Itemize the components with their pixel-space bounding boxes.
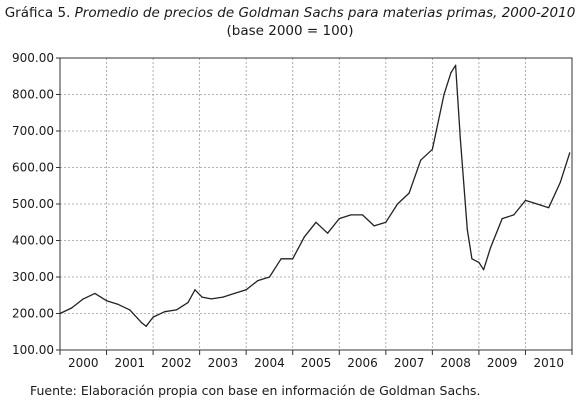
data-point [559, 181, 561, 183]
data-point [129, 309, 131, 311]
series-line [59, 64, 571, 327]
chart-title: Gráfica 5. Promedio de precios de Goldma… [0, 5, 580, 21]
data-point [82, 298, 84, 300]
data-point [471, 258, 473, 260]
data-point [350, 214, 352, 216]
data-point [280, 258, 282, 260]
data-point [443, 93, 445, 96]
data-point [94, 292, 96, 295]
y-tick-label: 200.00 [12, 307, 54, 321]
data-point [245, 289, 247, 291]
data-point [194, 289, 196, 291]
y-tick-label: 700.00 [12, 124, 54, 138]
data-point [268, 276, 271, 278]
data-point [175, 309, 177, 311]
data-point [450, 72, 452, 74]
data-point [524, 199, 527, 201]
x-tick-label: 2003 [208, 356, 239, 370]
figure-number: Gráfica 5. [4, 5, 71, 21]
data-point [59, 312, 61, 315]
x-tick-label: 2005 [301, 356, 332, 370]
data-point [385, 221, 387, 223]
y-tick-label: 100.00 [12, 343, 54, 357]
plot-frame [59, 57, 573, 351]
data-point [233, 292, 236, 295]
y-tick-label: 900.00 [12, 51, 54, 65]
data-point [338, 218, 340, 220]
data-point [145, 325, 147, 327]
x-tick-label: 2008 [440, 356, 471, 370]
data-point [201, 296, 203, 298]
data-point [459, 137, 461, 139]
data-point [303, 236, 305, 238]
data-point [396, 203, 399, 205]
y-tick-label: 600.00 [12, 161, 54, 175]
x-tick-label: 2001 [115, 356, 146, 370]
chart-subtitle: (base 2000 = 100) [226, 23, 354, 39]
data-point [455, 64, 457, 66]
data-point [536, 203, 538, 205]
data-point [482, 269, 485, 271]
data-point [431, 148, 433, 150]
data-point [210, 298, 212, 300]
x-tick-label: 2002 [161, 356, 192, 370]
data-point [373, 225, 375, 227]
x-tick-label: 2010 [533, 356, 564, 370]
data-point [71, 307, 73, 309]
data-point [361, 214, 364, 216]
data-point [489, 247, 492, 249]
y-tick-label: 300.00 [12, 270, 54, 284]
data-point [513, 214, 515, 216]
data-point [501, 218, 503, 220]
data-point [327, 232, 329, 234]
x-tick-label: 2004 [254, 356, 285, 370]
data-point [466, 228, 468, 231]
title-text: Promedio de precios de Goldman Sachs par… [74, 5, 576, 21]
y-tick-label: 800.00 [12, 88, 54, 102]
data-point [164, 311, 166, 313]
data-point [478, 261, 480, 263]
data-point [117, 303, 119, 305]
data-point [152, 316, 154, 318]
y-tick-label: 500.00 [12, 197, 54, 211]
y-tick-label: 400.00 [12, 234, 54, 248]
data-point [408, 192, 410, 194]
source-note: Fuente: Elaboración propia con base en i… [30, 383, 481, 398]
x-tick-label: 2007 [394, 356, 425, 370]
data-point [569, 152, 571, 154]
data-point [257, 280, 259, 282]
data-point [315, 221, 317, 223]
x-tick-label: 2009 [487, 356, 518, 370]
data-point [140, 322, 143, 324]
data-point [292, 258, 294, 260]
x-tick-label: 2006 [347, 356, 378, 370]
data-point [105, 300, 108, 302]
data-point [548, 207, 550, 209]
data-point [187, 301, 189, 304]
data-point [222, 296, 224, 298]
data-point [420, 159, 422, 161]
x-tick-label: 2000 [68, 356, 99, 370]
